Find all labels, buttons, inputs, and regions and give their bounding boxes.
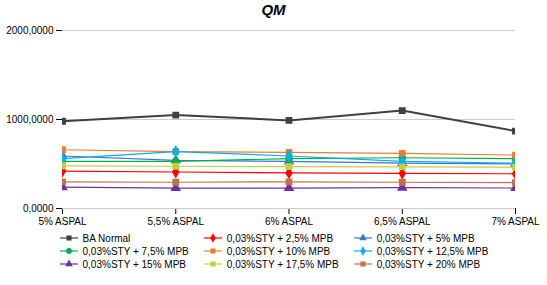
html-text:0,03%STY + 15% MPB: 0,03%STY + 15% MPB [82, 258, 186, 270]
html-text:0,03%STY + 12,5% MPB: 0,03%STY + 12,5% MPB [376, 245, 489, 257]
html-text:0,03%STY + 2,5% MPB: 0,03%STY + 2,5% MPB [226, 232, 334, 244]
html-text:0,03%STY + 5% MPB: 0,03%STY + 5% MPB [376, 232, 475, 244]
svg-text:0,0000: 0,0000 [23, 203, 54, 214]
html-text:QM: QM [261, 1, 286, 18]
svg-text:1000,0000: 1000,0000 [6, 114, 54, 125]
svg-text:2000,0000: 2000,0000 [6, 25, 54, 36]
html-text:0,03%STY + 7,5% MPB: 0,03%STY + 7,5% MPB [82, 245, 189, 257]
html-text:0,03%STY + 20% MPB: 0,03%STY + 20% MPB [376, 258, 481, 270]
html-text:BA Normal: BA Normal [82, 232, 131, 244]
svg-text:5,5% ASPAL: 5,5% ASPAL [147, 216, 204, 227]
svg-text:7% ASPAL: 7% ASPAL [491, 216, 540, 227]
html-text:0,03%STY + 10% MPB: 0,03%STY + 10% MPB [226, 245, 331, 257]
svg-text:6,5% ASPAL: 6,5% ASPAL [374, 216, 431, 227]
html-text:0,03%STY + 17,5% MPB: 0,03%STY + 17,5% MPB [226, 258, 339, 270]
svg-text:5% ASPAL: 5% ASPAL [38, 216, 87, 227]
svg-text:6% ASPAL: 6% ASPAL [265, 216, 314, 227]
